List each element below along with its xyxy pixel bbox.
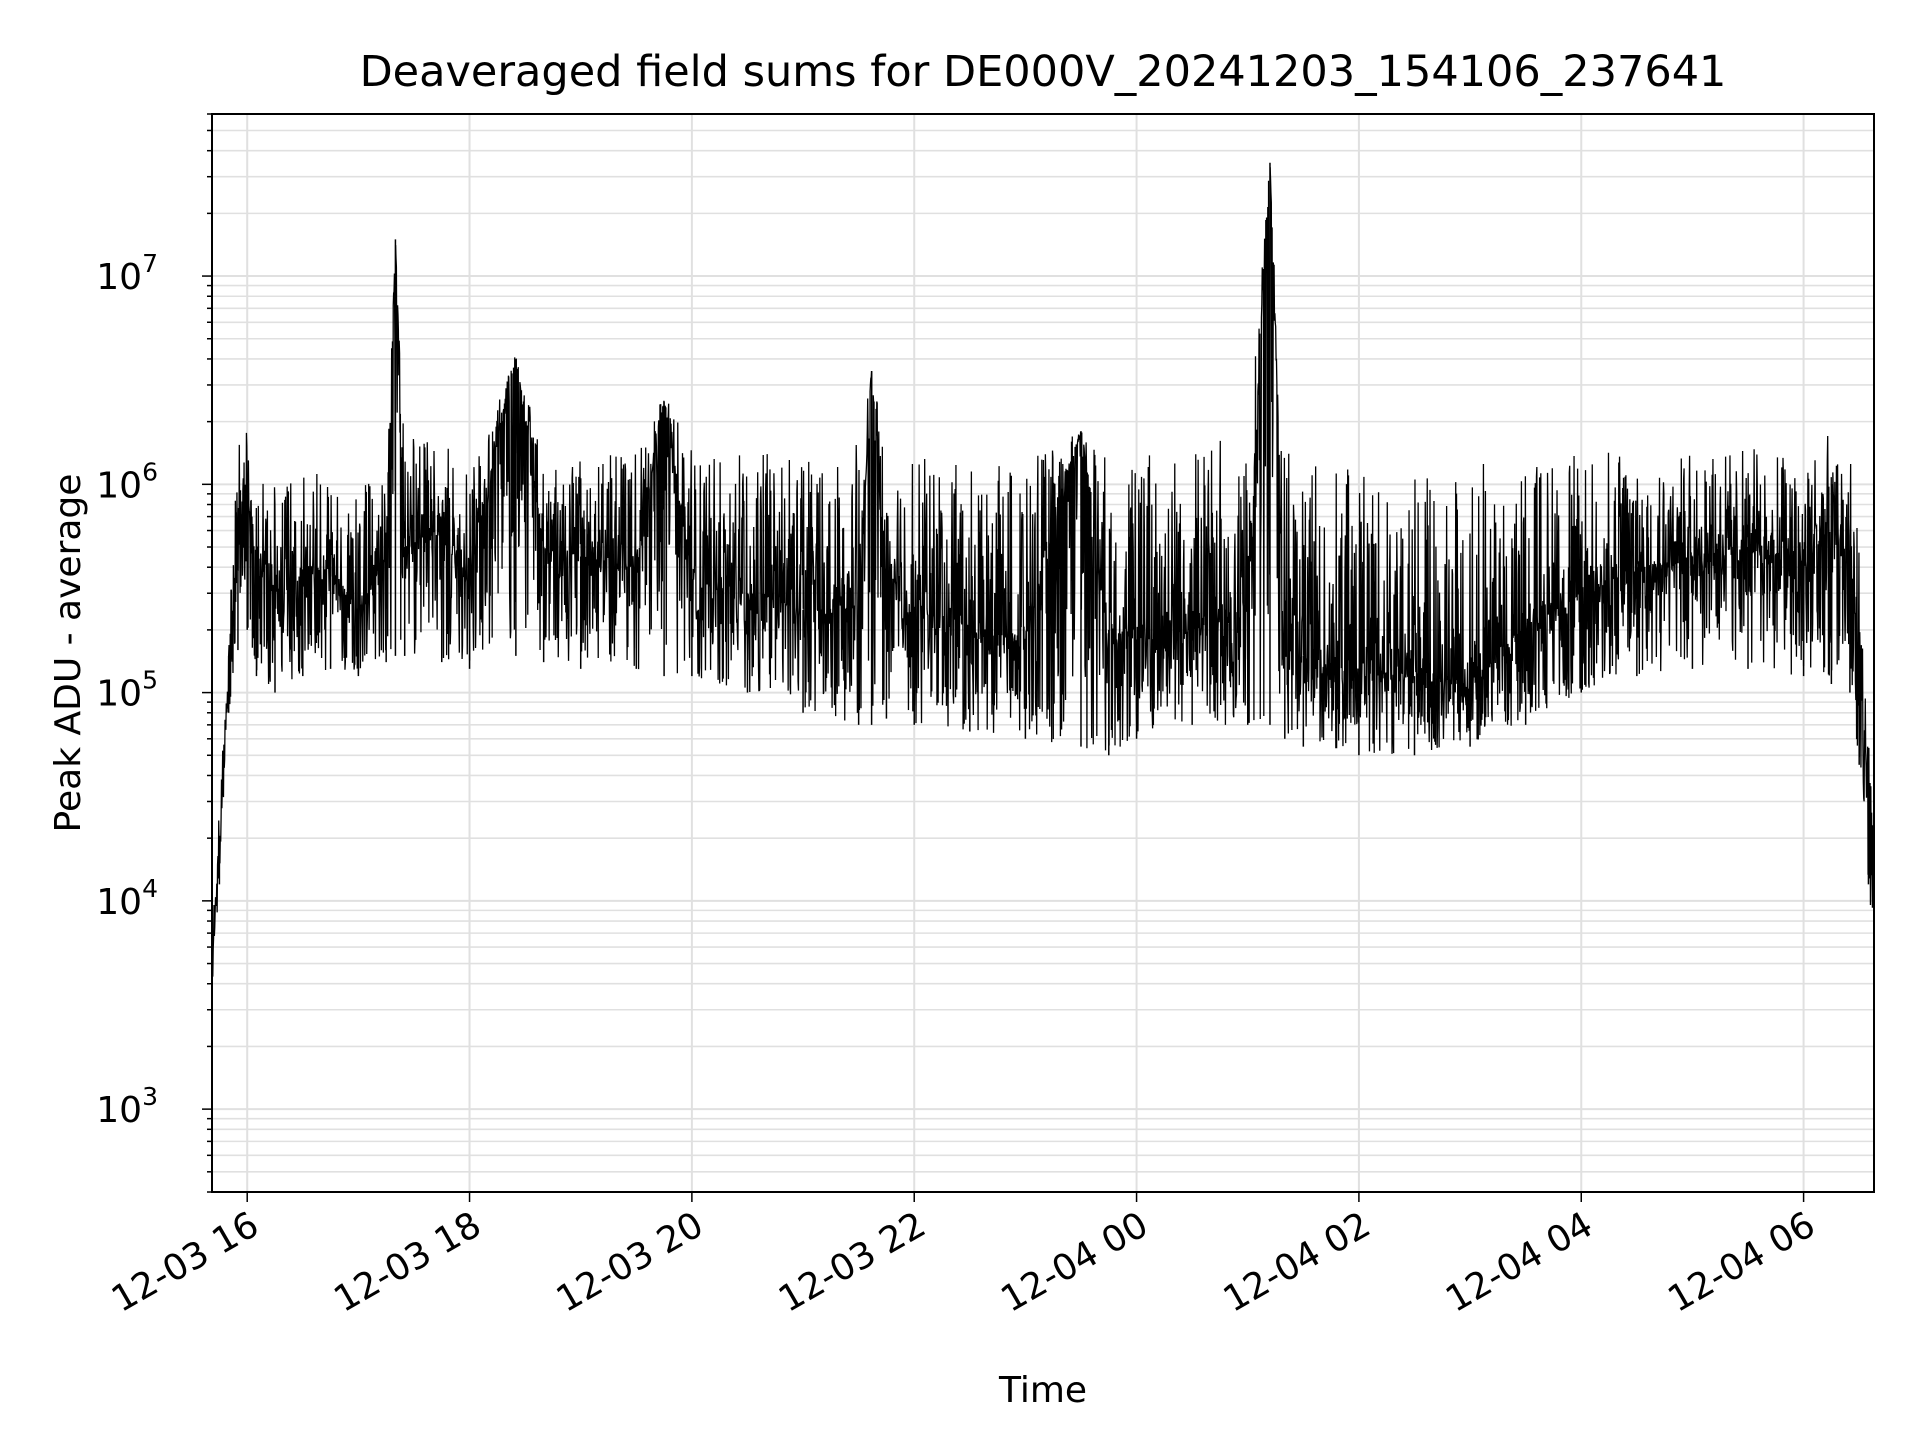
- y-tick-base: 10: [96, 465, 142, 506]
- chart-title: Deaveraged field sums for DE000V_2024120…: [360, 47, 1727, 97]
- y-tick-exponent: 4: [142, 874, 158, 903]
- grid-layer: [212, 113, 1874, 1193]
- y-tick-base: 10: [96, 257, 142, 298]
- y-tick-label: 105: [96, 666, 158, 715]
- x-axis-label: Time: [998, 1370, 1087, 1411]
- y-tick-exponent: 3: [142, 1082, 158, 1111]
- y-tick-base: 10: [96, 1090, 142, 1131]
- y-tick-label: 104: [96, 874, 158, 923]
- series-line-noise: [211, 167, 1875, 1007]
- series-layer: [211, 162, 1875, 1010]
- y-tick-exponent: 5: [142, 666, 158, 695]
- y-tick-label: 107: [96, 249, 158, 298]
- y-tick-label: 103: [96, 1082, 158, 1131]
- y-tick-exponent: 7: [142, 249, 158, 278]
- y-tick-label: 106: [96, 457, 158, 506]
- y-tick-exponent: 6: [142, 457, 158, 486]
- plot-frame: [211, 113, 1875, 1193]
- y-tick-base: 10: [96, 674, 142, 715]
- y-axis-label: Peak ADU - average: [48, 474, 89, 833]
- y-tick-base: 10: [96, 882, 142, 923]
